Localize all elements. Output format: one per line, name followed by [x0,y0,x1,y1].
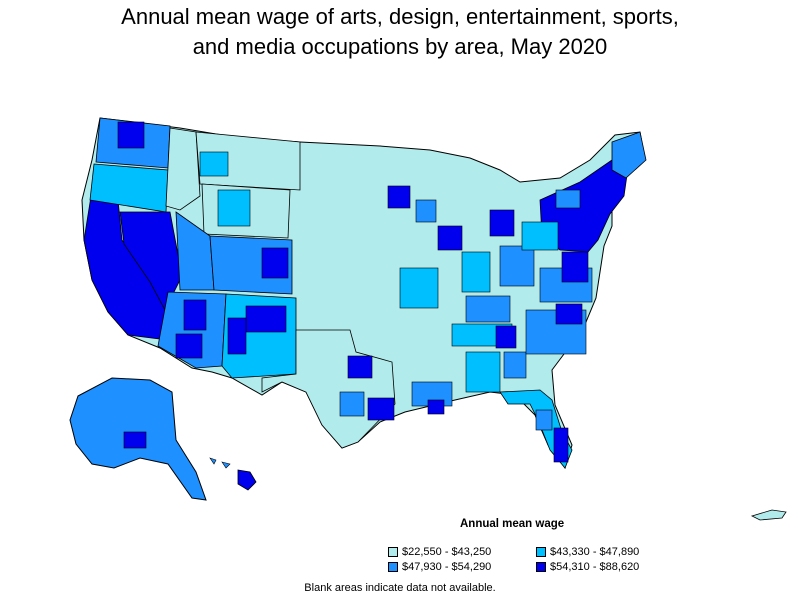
austin-area [339,391,365,417]
flagstaff-area [183,299,207,331]
us-wage-map [69,117,787,521]
ohio-patch [499,245,535,287]
anchorage-area [123,431,147,449]
raleigh-area [555,303,583,325]
new-york-upstate-patch [555,189,581,209]
puerto-rico-region [750,509,787,521]
indiana-patch [461,251,491,293]
legend-item-tier1: $22,550 - $43,250 [388,546,491,558]
tampa-area [535,409,553,431]
detroit-area [489,209,515,237]
denver-area [261,247,289,279]
legend-swatch [536,547,546,557]
wisconsin-patch [415,199,437,223]
oregon-region [89,163,169,213]
legend-label: $54,310 - $88,620 [550,561,640,573]
hawaii-small-islands [209,457,231,469]
hawaii-region [237,469,257,491]
maine-region [611,131,647,179]
idaho-region [165,127,201,211]
nashville-area [495,325,517,349]
santa-fe-area [245,305,287,333]
minneapolis-area [387,185,411,209]
montana-patch [199,151,229,177]
legend-label: $43,330 - $47,890 [550,546,640,558]
title-line-1: Annual mean wage of arts, design, entert… [121,4,679,29]
pennsylvania-patch [521,221,559,251]
legend-item-tier3: $47,930 - $54,290 [388,561,491,573]
dallas-area [347,355,373,379]
title-line-2: and media occupations by area, May 2020 [192,34,608,59]
seattle-area [117,121,145,149]
albuquerque-area [227,317,247,355]
phoenix-area [175,333,203,359]
legend-label: $22,550 - $43,250 [402,546,492,558]
map-title: Annual mean wage of arts, design, entert… [0,2,800,62]
dc-area [561,251,589,283]
legend-swatch [388,547,398,557]
miami-area [553,427,569,463]
missouri-patch [399,267,439,309]
legend-title: Annual mean wage [460,518,565,530]
alabama-patch [465,351,501,393]
atlanta-area [503,351,527,379]
kentucky-patch [465,295,511,323]
houston-area [367,397,395,421]
wyoming-patch [217,189,251,227]
legend-label: $47,930 - $54,290 [402,561,492,573]
chicago-area [437,225,463,251]
legend-item-tier4: $54,310 - $88,620 [536,561,639,573]
blank-areas-note: Blank areas indicate data not available. [304,582,496,594]
legend-swatch [388,562,398,572]
new-orleans-area [427,399,445,415]
legend-item-tier2: $43,330 - $47,890 [536,546,639,558]
legend-swatch [536,562,546,572]
